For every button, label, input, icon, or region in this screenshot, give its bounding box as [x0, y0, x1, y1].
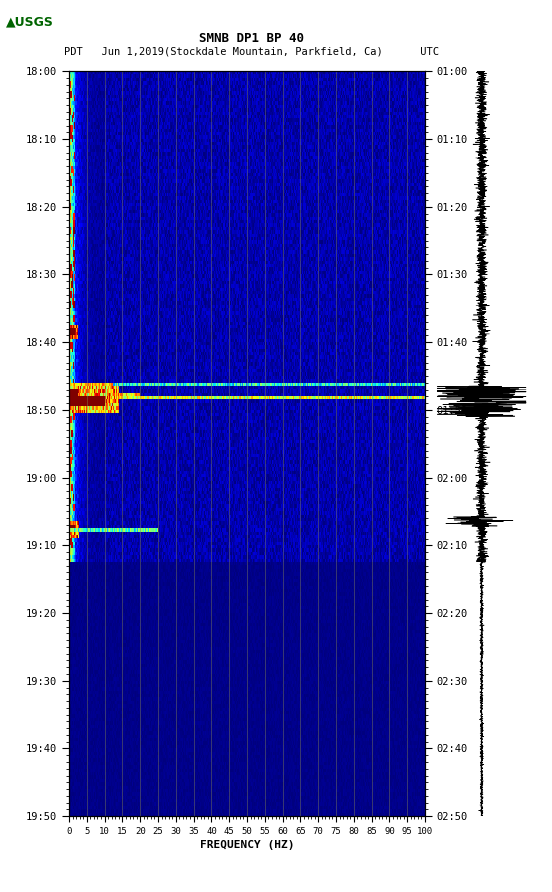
X-axis label: FREQUENCY (HZ): FREQUENCY (HZ)	[200, 839, 294, 850]
Text: PDT   Jun 1,2019(Stockdale Mountain, Parkfield, Ca)      UTC: PDT Jun 1,2019(Stockdale Mountain, Parkf…	[63, 46, 439, 57]
Text: ▲USGS: ▲USGS	[6, 15, 54, 29]
Text: SMNB DP1 BP 40: SMNB DP1 BP 40	[199, 32, 304, 45]
